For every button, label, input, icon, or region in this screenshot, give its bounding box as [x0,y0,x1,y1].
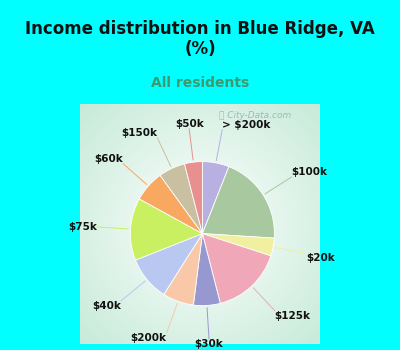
Wedge shape [160,164,202,233]
Text: All residents: All residents [151,76,249,90]
Text: Income distribution in Blue Ridge, VA
(%): Income distribution in Blue Ridge, VA (%… [25,20,375,58]
Wedge shape [202,233,271,303]
Wedge shape [202,167,274,238]
Text: ⓘ City-Data.com: ⓘ City-Data.com [219,111,292,120]
Wedge shape [130,199,202,260]
Text: $60k: $60k [94,154,123,164]
Wedge shape [136,233,202,294]
Text: $40k: $40k [92,301,121,311]
Text: $50k: $50k [175,119,204,129]
Text: $100k: $100k [292,167,328,177]
Wedge shape [202,233,274,256]
Text: $75k: $75k [68,222,97,232]
Wedge shape [139,175,202,233]
Text: > $200k: > $200k [222,120,270,130]
Text: $200k: $200k [131,333,167,343]
Text: $30k: $30k [195,339,224,349]
Wedge shape [164,233,202,305]
Text: $150k: $150k [122,128,158,138]
Text: $125k: $125k [275,310,311,321]
Wedge shape [184,162,202,233]
Wedge shape [193,233,220,306]
Wedge shape [202,162,229,233]
Text: $20k: $20k [306,253,335,264]
